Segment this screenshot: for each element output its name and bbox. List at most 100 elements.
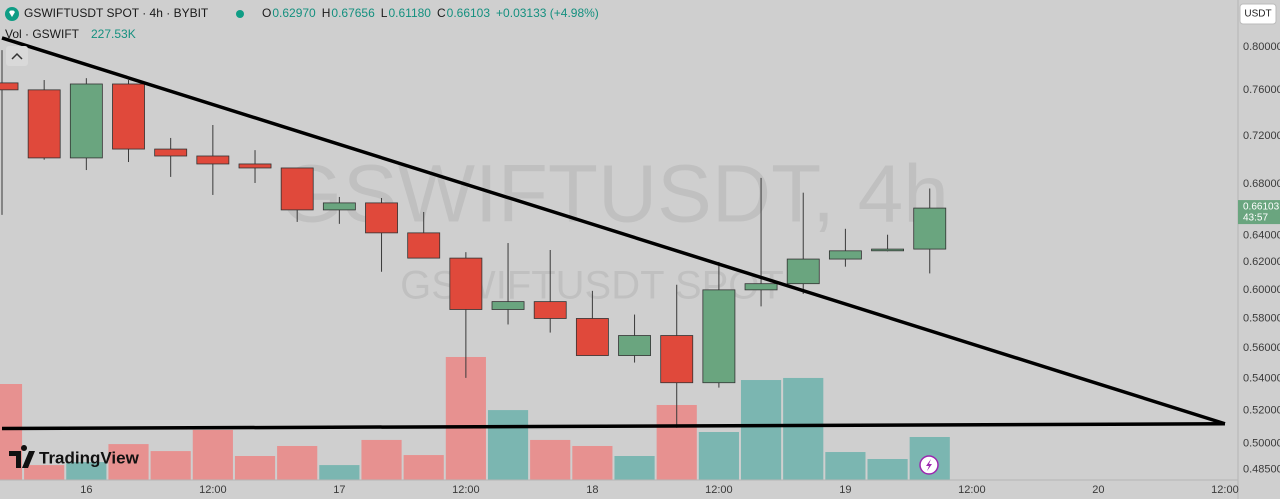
volume-bar — [740, 380, 782, 480]
volume-bar — [614, 456, 655, 480]
volume-bar — [108, 444, 149, 480]
symbol-icon-glyph — [9, 10, 15, 17]
y-tick-label: 0.72000 — [1243, 130, 1280, 142]
candle-body — [280, 167, 314, 211]
logo: TradingView — [9, 445, 140, 468]
candle-body — [238, 163, 272, 169]
candle-body — [449, 257, 483, 310]
volume-bar — [403, 455, 444, 480]
y-tick-label: 0.64000 — [1243, 229, 1280, 241]
alert-glyph — [926, 459, 932, 471]
y-tick-label: 0.56000 — [1243, 342, 1280, 354]
symbol-title: GSWIFTUSDT SPOT · 4h · BYBIT — [24, 6, 209, 20]
candle-body — [786, 258, 820, 285]
price-label-box — [1238, 200, 1280, 225]
y-tick-label: 0.60000 — [1243, 284, 1280, 296]
volume-bar — [530, 439, 571, 480]
volume-bar — [24, 465, 65, 480]
candle-body — [196, 155, 230, 165]
candle-body — [702, 289, 736, 384]
x-tick-label: 12:00 — [705, 484, 733, 496]
price-label-text: 0.66103 — [1243, 202, 1280, 213]
candle-body — [69, 83, 103, 159]
y-tick-label: 0.80000 — [1243, 41, 1280, 53]
candle-body — [618, 335, 651, 356]
ohlc-change: +0.03133 (+4.98%) — [496, 6, 599, 20]
ohlc-key: C — [437, 6, 446, 20]
y-axis: 0.80000 0.76000 0.72000 0.68000 0.64000 0.620… — [1243, 41, 1280, 475]
candle-body — [322, 202, 356, 211]
x-tick-label: 17 — [333, 484, 345, 496]
ohlc-value: 0.67656 — [331, 6, 375, 20]
candle-body — [27, 89, 61, 159]
volume-bar — [319, 465, 360, 480]
candle-body — [365, 202, 398, 234]
y-tick-label: 0.48500 — [1243, 463, 1280, 475]
volume-last: 227.53K — [91, 27, 136, 41]
candle-body — [407, 232, 441, 259]
volume-bar — [572, 445, 613, 480]
y-tick-label: 0.68000 — [1243, 178, 1280, 190]
logo-mark — [9, 445, 35, 468]
collapse-button[interactable] — [6, 46, 28, 66]
trendline — [1, 422, 1225, 431]
volume-bar — [66, 462, 107, 480]
x-tick-label: 19 — [839, 484, 851, 496]
candle-body — [660, 335, 694, 384]
candle-body — [0, 82, 19, 91]
logo-text: TradingView — [39, 448, 140, 467]
x-tick-label: 12:00 — [958, 484, 986, 496]
volume-bar — [234, 456, 276, 480]
volume-bar — [487, 410, 529, 480]
candle-body — [154, 148, 188, 157]
candle-body — [491, 301, 525, 310]
candle-body — [533, 301, 567, 319]
candle-layer — [0, 50, 947, 428]
status-dot — [236, 10, 244, 18]
candle-body — [913, 207, 947, 250]
volume-bar — [867, 459, 908, 480]
y-tick-label: 0.50000 — [1243, 438, 1280, 450]
y-tick-label: 0.62000 — [1243, 256, 1280, 268]
ohlc-key: O — [262, 6, 271, 20]
currency-button[interactable] — [1239, 3, 1277, 25]
ohlc-value: 0.62970 — [272, 6, 316, 20]
ohlc-key: H — [322, 6, 331, 20]
currency-label: USDT — [1244, 9, 1271, 20]
ohlc-legend: O 0.62970 H 0.67656 L 0.61180 C 0.66103 +0.03133… — [262, 6, 599, 20]
x-axis: 16 12:00 17 12:00 18 12:00 19 12:00 20 12:00 — [80, 484, 1238, 496]
y-tick-label: 0.76000 — [1243, 84, 1280, 96]
candle-body — [575, 318, 609, 356]
volume-bar — [825, 452, 866, 480]
volume-bar — [192, 429, 233, 480]
volume-bar — [277, 445, 318, 480]
x-tick-label: 20 — [1092, 484, 1104, 496]
ohlc-value: 0.66103 — [447, 6, 491, 20]
ohlc-key: L — [381, 6, 388, 20]
y-tick-label: 0.54000 — [1243, 373, 1280, 385]
trendline-layer — [1, 36, 1226, 431]
candle-body — [871, 248, 904, 252]
y-tick-label: 0.52000 — [1243, 405, 1280, 417]
x-tick-label: 12:00 — [199, 484, 227, 496]
candle-body — [828, 250, 862, 260]
x-tick-label: 18 — [586, 484, 598, 496]
volume-bar — [150, 451, 191, 480]
volume-bar — [698, 432, 739, 480]
x-tick-label: 12:00 — [452, 484, 480, 496]
y-tick-label: 0.58000 — [1243, 312, 1280, 324]
price-countdown: 43:57 — [1243, 213, 1268, 224]
candle-body — [744, 283, 778, 291]
collapse-icon — [11, 52, 23, 60]
candle-body — [112, 83, 145, 150]
x-tick-label: 12:00 — [1211, 484, 1239, 496]
volume-bar — [783, 377, 824, 480]
volume-bar — [361, 439, 402, 480]
ohlc-value: 0.61180 — [388, 6, 431, 20]
volume-name: Vol · GSWIFT — [5, 27, 80, 41]
trendline — [1, 36, 1226, 426]
